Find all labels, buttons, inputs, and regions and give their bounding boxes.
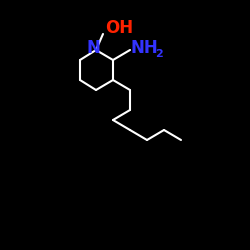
Text: NH: NH (130, 39, 158, 57)
Text: N: N (86, 39, 100, 57)
Text: OH: OH (105, 19, 133, 37)
Text: 2: 2 (155, 49, 163, 59)
